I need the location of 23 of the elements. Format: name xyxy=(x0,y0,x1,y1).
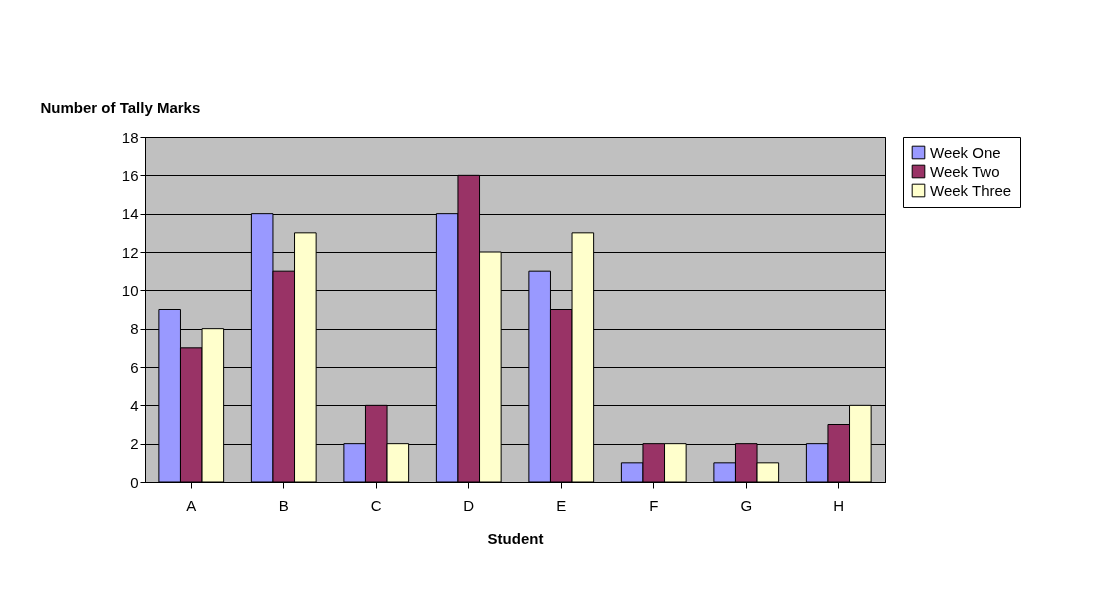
y-tick-label: 0 xyxy=(130,473,139,491)
x-tick-label: F xyxy=(649,496,659,514)
x-tick-label: G xyxy=(740,496,753,514)
legend-label: Week One xyxy=(930,143,1001,161)
y-tick-label: 16 xyxy=(121,166,139,184)
x-tick-label: A xyxy=(186,496,197,514)
x-tick-label: E xyxy=(556,496,567,514)
x-tick-label: B xyxy=(278,496,289,514)
legend-label: Week Two xyxy=(930,162,1000,180)
x-tick-label: H xyxy=(833,496,845,514)
y-tick-label: 18 xyxy=(121,128,139,146)
y-tick-label: 12 xyxy=(121,243,139,261)
x-tick-label: D xyxy=(463,496,475,514)
y-axis-title: Number of Tally Marks xyxy=(40,98,201,116)
y-tick-label: 8 xyxy=(130,320,139,338)
y-tick-label: 4 xyxy=(130,396,139,414)
y-tick-label: 2 xyxy=(130,435,139,453)
y-tick-label: 14 xyxy=(121,205,139,223)
x-axis-title: Student xyxy=(487,529,544,547)
legend-label: Week Three xyxy=(930,181,1012,199)
x-tick-label: C xyxy=(370,496,382,514)
y-tick-label: 6 xyxy=(130,358,139,376)
y-tick-label: 10 xyxy=(121,281,139,299)
